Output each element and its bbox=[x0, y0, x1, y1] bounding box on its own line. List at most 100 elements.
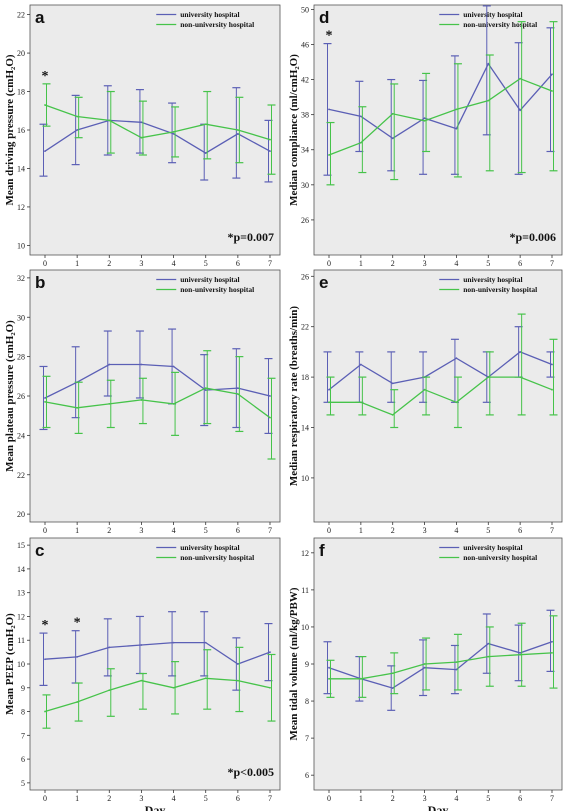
p-value-annotation: *p<0.005 bbox=[227, 765, 274, 779]
series-university bbox=[323, 326, 555, 403]
y-tick-label: 10 bbox=[301, 623, 309, 632]
x-tick-label: 1 bbox=[359, 526, 363, 535]
y-tick-label: 34 bbox=[301, 146, 309, 155]
data-point bbox=[236, 387, 239, 390]
x-tick-label: 6 bbox=[236, 259, 240, 268]
data-point bbox=[391, 112, 394, 115]
y-tick-label: 7 bbox=[21, 731, 25, 740]
series-non-university bbox=[326, 21, 558, 186]
data-point bbox=[269, 686, 271, 689]
data-point bbox=[204, 677, 207, 680]
data-point bbox=[487, 99, 490, 102]
plot-area bbox=[313, 537, 563, 791]
x-tick-label: 5 bbox=[486, 259, 490, 268]
legend-label: non-university hospital bbox=[463, 285, 537, 294]
data-point bbox=[140, 679, 143, 682]
panel-letter: a bbox=[35, 8, 45, 27]
data-point bbox=[328, 401, 330, 404]
data-point bbox=[455, 108, 458, 111]
panel-letter: b bbox=[35, 273, 45, 292]
data-point bbox=[423, 388, 426, 391]
legend-label: non-university hospital bbox=[463, 553, 537, 562]
data-point bbox=[108, 363, 111, 366]
y-tick-label: 6 bbox=[305, 771, 309, 780]
plot-area bbox=[29, 4, 281, 256]
data-point bbox=[328, 677, 330, 680]
data-point bbox=[44, 658, 46, 661]
panel-letter: d bbox=[319, 8, 329, 27]
y-tick-label: 12 bbox=[17, 612, 25, 621]
y-tick-label: 24 bbox=[17, 431, 25, 440]
x-tick-label: 7 bbox=[550, 794, 554, 803]
data-point bbox=[487, 642, 490, 645]
y-tick-label: 11 bbox=[301, 586, 309, 595]
y-tick-label: 26 bbox=[301, 216, 309, 225]
x-tick-label: 5 bbox=[486, 794, 490, 803]
data-point bbox=[44, 397, 46, 399]
data-point bbox=[328, 154, 330, 156]
x-tick-label: 1 bbox=[75, 526, 79, 535]
data-point bbox=[76, 406, 79, 409]
data-point bbox=[551, 73, 553, 76]
y-axis-label: Mean tidal volume (ml/kg/PBW) bbox=[288, 587, 300, 740]
x-tick-label: 3 bbox=[139, 259, 143, 268]
data-point bbox=[44, 710, 46, 713]
series-line bbox=[44, 363, 271, 399]
legend-label: non-university hospital bbox=[180, 553, 254, 562]
data-point bbox=[519, 109, 522, 112]
data-point bbox=[328, 666, 330, 669]
y-tick-label: 10 bbox=[17, 241, 25, 250]
y-tick-label: 30 bbox=[301, 181, 309, 190]
series-line bbox=[329, 376, 553, 416]
data-point bbox=[236, 132, 239, 135]
y-tick-label: 9 bbox=[21, 684, 25, 693]
series-line bbox=[328, 77, 553, 156]
data-point bbox=[172, 402, 175, 405]
legend-label: university hospital bbox=[180, 543, 239, 552]
series-line bbox=[329, 652, 553, 680]
x-tick-label: 6 bbox=[236, 794, 240, 803]
data-point bbox=[455, 668, 458, 671]
data-point bbox=[519, 651, 522, 654]
y-tick-label: 30 bbox=[17, 313, 25, 322]
data-point bbox=[172, 641, 175, 644]
x-tick-label: 6 bbox=[236, 526, 240, 535]
panel-letter: e bbox=[319, 273, 328, 292]
x-tick-label: 1 bbox=[359, 259, 363, 268]
legend-label: university hospital bbox=[463, 10, 522, 19]
data-point bbox=[455, 401, 458, 404]
data-point bbox=[204, 387, 207, 390]
data-point bbox=[423, 119, 426, 122]
x-tick-label: 7 bbox=[268, 794, 272, 803]
series-non-university bbox=[42, 350, 276, 460]
y-axis-label: Mean plateau pressure (cmH₂O) bbox=[4, 320, 16, 472]
x-tick-label: 3 bbox=[423, 259, 427, 268]
data-point bbox=[44, 150, 46, 153]
series-non-university bbox=[42, 646, 276, 729]
data-point bbox=[359, 115, 362, 118]
data-point bbox=[269, 395, 271, 397]
significance-star: * bbox=[42, 69, 49, 84]
x-tick-label: 2 bbox=[391, 794, 395, 803]
x-tick-label: 5 bbox=[204, 526, 208, 535]
series-non-university bbox=[42, 83, 276, 175]
data-point bbox=[423, 663, 426, 665]
data-point bbox=[551, 388, 553, 391]
x-tick-label: 4 bbox=[172, 259, 176, 268]
data-point bbox=[455, 661, 458, 664]
x-tick-label: 1 bbox=[75, 794, 79, 803]
series-line bbox=[44, 119, 271, 154]
data-point bbox=[359, 141, 362, 144]
significance-star: * bbox=[326, 29, 333, 44]
data-point bbox=[487, 376, 490, 378]
y-tick-label: 7 bbox=[305, 734, 309, 743]
x-tick-label: 4 bbox=[172, 794, 176, 803]
data-point bbox=[140, 644, 143, 646]
series-line bbox=[44, 104, 271, 141]
y-tick-label: 14 bbox=[301, 424, 309, 433]
series-line bbox=[328, 351, 553, 391]
legend-label: non-university hospital bbox=[180, 20, 254, 29]
data-point bbox=[359, 677, 362, 680]
